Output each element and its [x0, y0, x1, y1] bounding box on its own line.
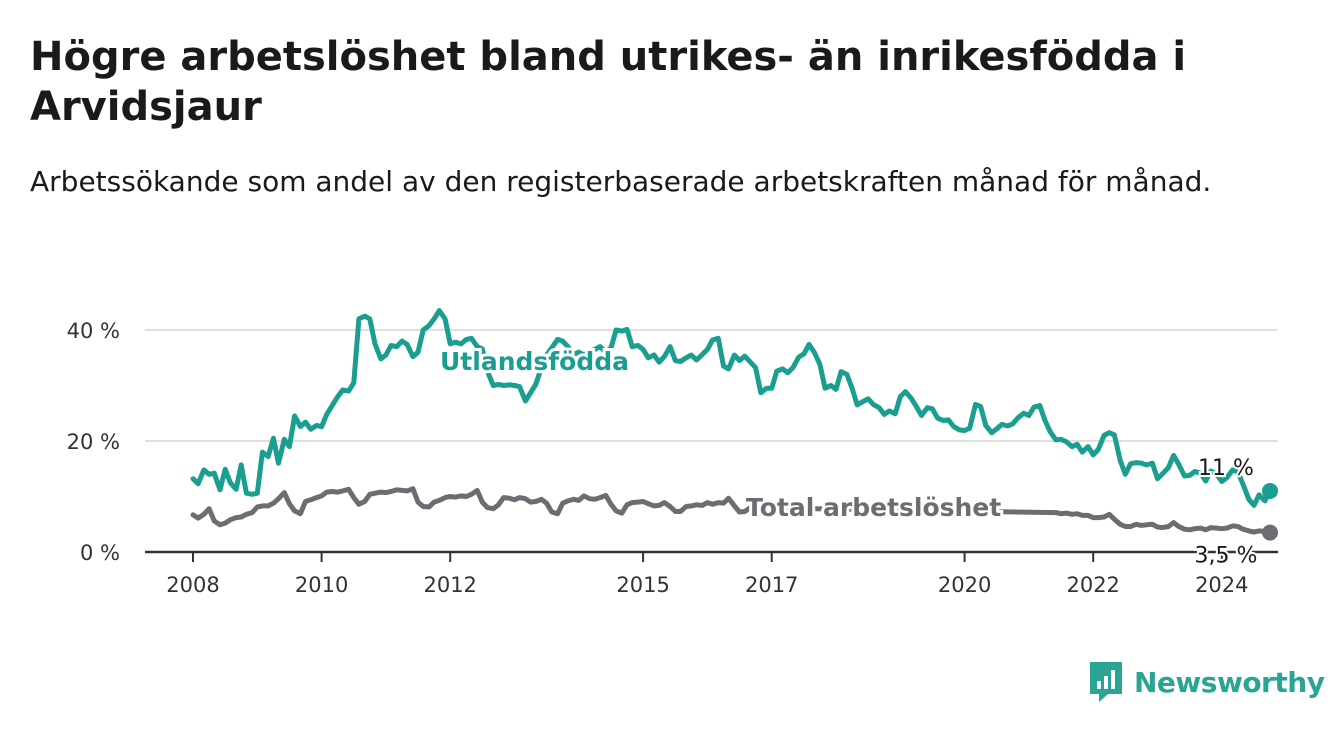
- series-name-label-1: Total arbetslöshet: [746, 493, 1001, 522]
- x-tick-label-2024: 2024: [1195, 573, 1248, 597]
- newsworthy-brand: Newsworthy: [1088, 660, 1325, 704]
- brand-name: Newsworthy: [1134, 665, 1325, 699]
- x-tick-label-2008: 2008: [166, 573, 219, 597]
- x-tick-label-2017: 2017: [745, 573, 798, 597]
- x-tick-label-2012: 2012: [423, 573, 476, 597]
- series-line-0: [190, 308, 1273, 508]
- series-name-label-0: Utlandsfödda: [440, 347, 629, 376]
- chart-title: Högre arbetslöshet bland utrikes- än inr…: [30, 34, 1187, 130]
- series-end-label-1: 3,5 %: [1195, 544, 1258, 569]
- x-tick-label-2022: 2022: [1066, 573, 1119, 597]
- x-tick-label-2015: 2015: [616, 573, 669, 597]
- y-axis: 0 % 20 % 40 %: [67, 319, 120, 565]
- series-end-marker-1: [1262, 524, 1279, 541]
- series-lines: [190, 308, 1279, 541]
- x-axis: 2008 2010 2012 2015 2017 2020 2022 2024: [145, 550, 1278, 597]
- x-tick-label-2020: 2020: [938, 573, 991, 597]
- y-tick-label-0: 0 %: [80, 541, 120, 565]
- y-tick-label-40: 40 %: [67, 319, 120, 343]
- chart-subtitle: Arbetssökande som andel av den registerb…: [30, 165, 1212, 198]
- series-end-label-0: 11 %: [1198, 456, 1254, 481]
- y-tick-label-20: 20 %: [67, 430, 120, 454]
- series-end-marker-0: [1262, 482, 1279, 499]
- series-labels: 11 % 3,5 % Utlandsfödda Total arbetslöshet: [437, 344, 1259, 571]
- x-tick-label-2010: 2010: [295, 573, 348, 597]
- series-line-1: [190, 486, 1273, 536]
- gridlines: [145, 329, 1278, 442]
- newsworthy-logo-icon: [1090, 662, 1122, 702]
